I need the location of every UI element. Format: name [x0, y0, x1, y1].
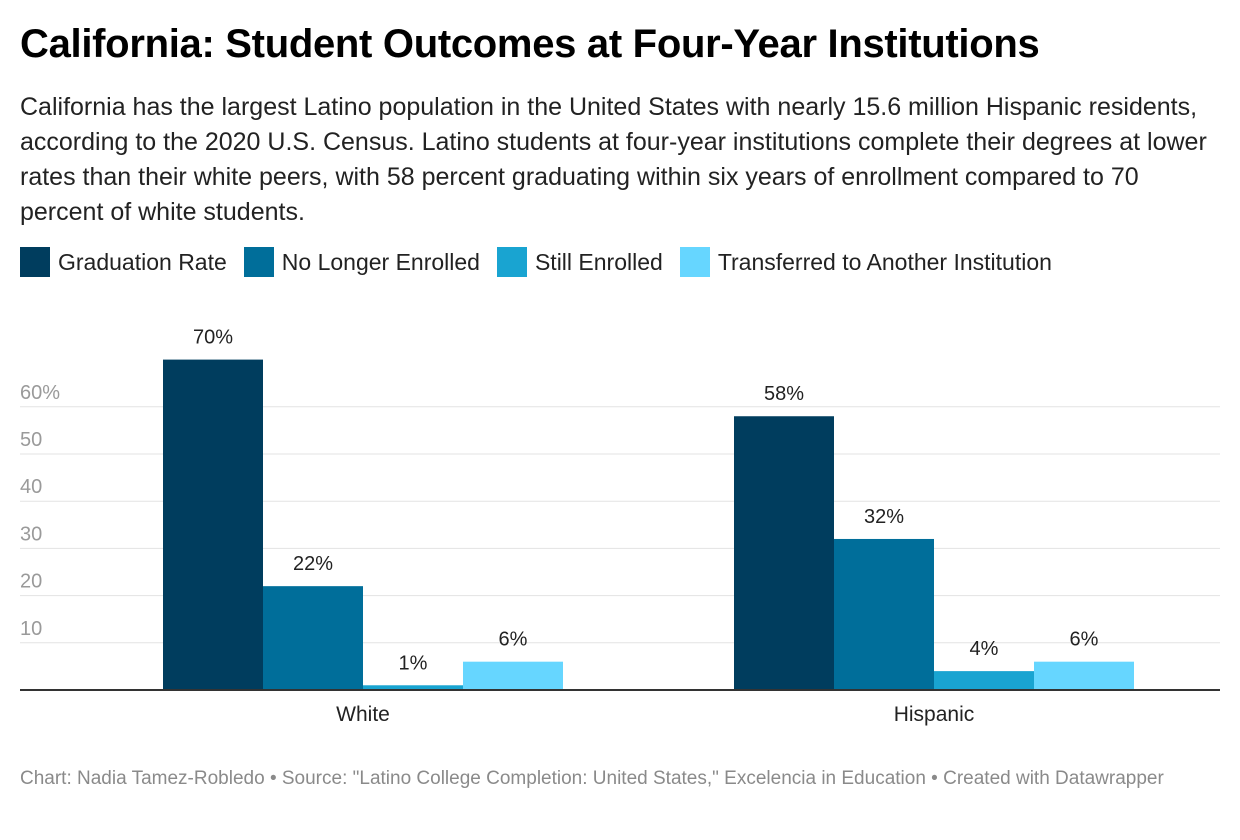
legend: Graduation Rate No Longer Enrolled Still… [20, 247, 1069, 277]
y-tick-label: 20 [20, 571, 42, 593]
bar-value-label: 70% [193, 327, 233, 349]
bar [163, 359, 263, 690]
y-tick-label: 60% [20, 382, 60, 404]
legend-swatch-no-longer-enrolled [243, 247, 274, 277]
y-tick-label: 30 [20, 523, 42, 545]
legend-label-graduation-rate: Graduation Rate [58, 248, 227, 275]
y-tick-label: 50 [20, 429, 42, 451]
x-category-label: Hispanic [894, 703, 975, 726]
legend-swatch-transferred [679, 247, 710, 277]
x-category-label: White [336, 703, 390, 726]
bar-value-label: 22% [293, 553, 333, 575]
bar [934, 671, 1034, 690]
legend-swatch-graduation-rate [20, 247, 50, 277]
chart-title: California: Student Outcomes at Four-Yea… [20, 22, 1040, 66]
bar [1034, 661, 1134, 690]
y-tick-label: 40 [20, 476, 42, 498]
y-tick-label: 10 [20, 618, 42, 640]
legend-swatch-still-enrolled [496, 247, 527, 277]
legend-label-transferred: Transferred to Another Institution [717, 248, 1052, 275]
bar [734, 416, 834, 690]
bar-value-label: 6% [499, 629, 528, 651]
bar [263, 586, 363, 690]
bar-value-label: 4% [970, 638, 999, 660]
chart-description: California has the largest Latino popula… [20, 93, 1207, 226]
legend-label-no-longer-enrolled: No Longer Enrolled [281, 248, 480, 275]
legend-item-no-longer-enrolled: No Longer Enrolled [243, 247, 480, 277]
legend-item-still-enrolled: Still Enrolled [496, 247, 663, 277]
bar [463, 661, 563, 690]
chart-footer: Chart: Nadia Tamez-Robledo • Source: "La… [20, 768, 1164, 789]
bar-value-label: 32% [864, 506, 904, 528]
bar-value-label: 6% [1070, 629, 1099, 651]
bar-value-label: 58% [764, 383, 804, 405]
bar [363, 685, 463, 690]
legend-item-graduation-rate: Graduation Rate [20, 247, 227, 277]
bar-value-label: 1% [399, 652, 428, 674]
legend-item-transferred: Transferred to Another Institution [679, 247, 1052, 277]
bar [834, 538, 934, 690]
legend-label-still-enrolled: Still Enrolled [534, 248, 663, 275]
